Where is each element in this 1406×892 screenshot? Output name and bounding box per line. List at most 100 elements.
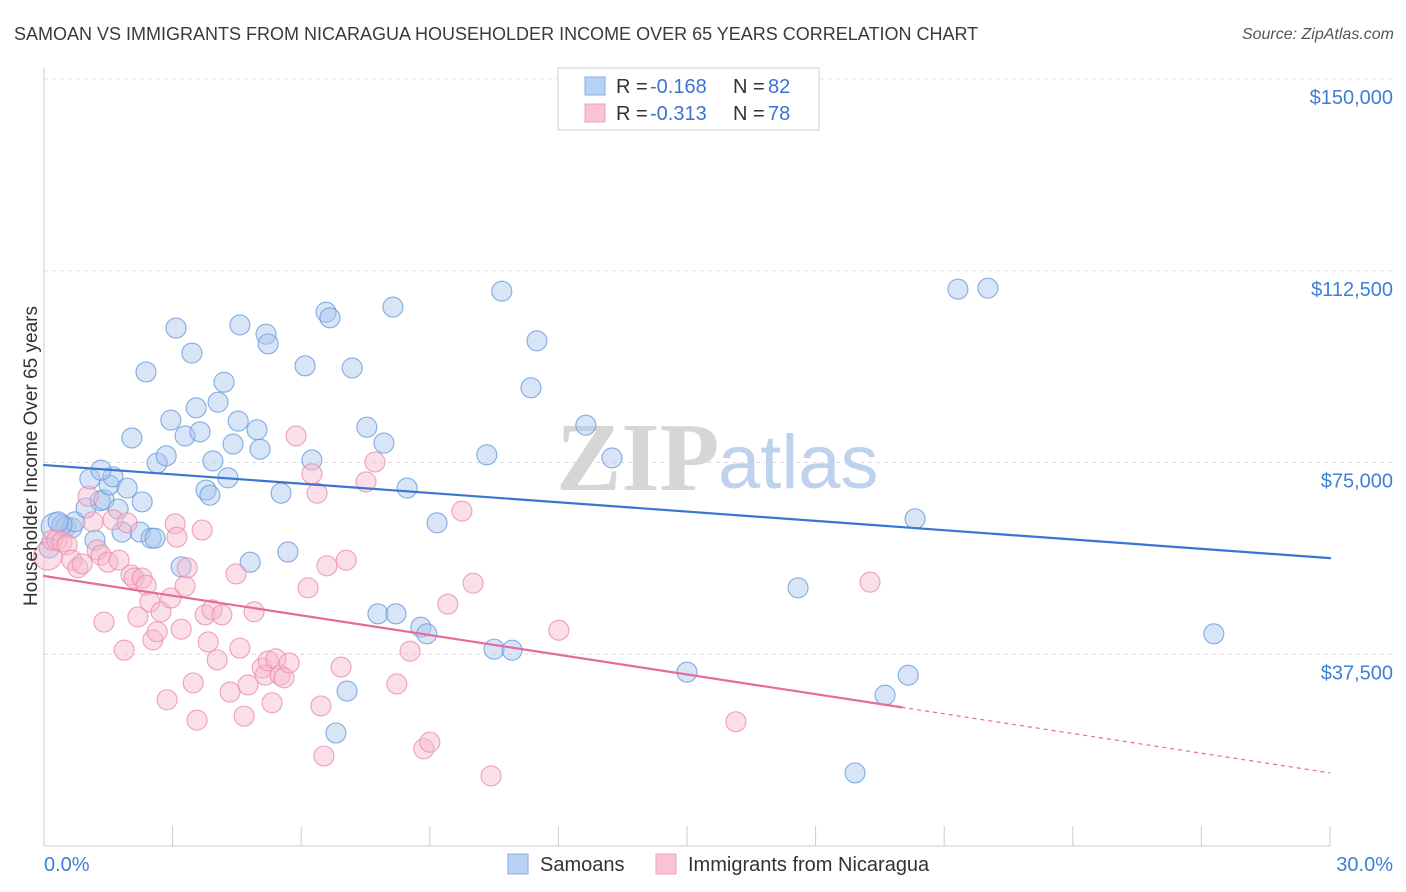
- samoans-point: [977, 277, 999, 299]
- samoans-point: [382, 296, 404, 318]
- nicaragua-point: [211, 604, 233, 626]
- nicaragua-point: [437, 593, 459, 615]
- samoans-n-label: N =: [733, 76, 765, 98]
- samoans-point: [222, 433, 244, 455]
- nicaragua-r-value: -0.313: [650, 103, 707, 125]
- nicaragua-point: [265, 648, 287, 670]
- samoans-point: [257, 333, 279, 355]
- samoans-point: [202, 450, 224, 472]
- nicaragua-point: [462, 572, 484, 594]
- samoans-point: [676, 661, 698, 683]
- samoans-point: [102, 466, 124, 488]
- samoans-point: [373, 432, 395, 454]
- nicaragua-point: [225, 563, 247, 585]
- nicaragua-point: [237, 674, 259, 696]
- samoans-series-swatch: [507, 853, 529, 875]
- samoans-point: [601, 447, 623, 469]
- nicaragua-point: [166, 526, 188, 548]
- nicaragua-point: [156, 689, 178, 711]
- samoans-point: [325, 722, 347, 744]
- nicaragua-point: [386, 673, 408, 695]
- nicaragua-point: [233, 705, 255, 727]
- samoans-point: [526, 330, 548, 352]
- samoans-r-label: R =: [616, 76, 648, 98]
- samoans-point: [135, 361, 157, 383]
- samoans-r-value: -0.168: [650, 76, 707, 98]
- samoans-point: [121, 427, 143, 449]
- nicaragua-point: [197, 631, 219, 653]
- nicaragua-point: [364, 451, 386, 473]
- nicaragua-point: [269, 664, 291, 686]
- samoans-point: [131, 491, 153, 513]
- samoans-point: [64, 511, 86, 533]
- nicaragua-point: [297, 577, 319, 599]
- samoans-point: [356, 416, 378, 438]
- samoans-point: [227, 410, 249, 432]
- nicaragua-point: [399, 640, 421, 662]
- samoans-point: [229, 314, 251, 336]
- nicaragua-point: [191, 519, 213, 541]
- samoans-point: [844, 762, 866, 784]
- nicaragua-point: [176, 557, 198, 579]
- nicaragua-point: [182, 672, 204, 694]
- nicaragua-point: [316, 555, 338, 577]
- y-tick-label: $37,500: [1321, 662, 1393, 684]
- samoans-point: [336, 680, 358, 702]
- samoans-point: [520, 377, 542, 399]
- nicaragua-point: [419, 731, 441, 753]
- nicaragua-point: [313, 745, 335, 767]
- samoans-point: [396, 477, 418, 499]
- nicaragua-point: [261, 692, 283, 714]
- samoans-point: [294, 355, 316, 377]
- samoans-point: [270, 482, 292, 504]
- samoans-point: [315, 301, 337, 323]
- nicaragua-point: [219, 681, 241, 703]
- samoans-point: [385, 603, 407, 625]
- nicaragua-point: [71, 553, 93, 575]
- samoans-point: [185, 397, 207, 419]
- samoans-point: [160, 409, 182, 431]
- nicaragua-series-label: Immigrants from Nicaragua: [688, 854, 930, 876]
- tick-labels: $37,500 $75,000 $112,500 $150,000 0.0% 30.0%: [44, 87, 1393, 876]
- trend-lines: [42, 463, 1332, 774]
- nicaragua-r-label: R =: [616, 103, 648, 125]
- samoans-point: [897, 664, 919, 686]
- nicaragua-point: [285, 425, 307, 447]
- series-legend: Samoans Immigrants from Nicaragua: [507, 853, 930, 876]
- nicaragua-point: [229, 637, 251, 659]
- samoans-point: [116, 477, 138, 499]
- nicaragua-point: [330, 656, 352, 678]
- nicaragua-point: [335, 549, 357, 571]
- samoans-point: [239, 551, 261, 573]
- samoans-point: [181, 342, 203, 364]
- nicaragua-point: [243, 601, 265, 623]
- nicaragua-point: [67, 557, 89, 579]
- nicaragua-point: [97, 551, 119, 573]
- samoans-point: [213, 371, 235, 393]
- samoans-point: [155, 445, 177, 467]
- axes: [43, 68, 1331, 847]
- nicaragua-point: [170, 618, 192, 640]
- chart-title: SAMOAN VS IMMIGRANTS FROM NICARAGUA HOUS…: [14, 24, 978, 44]
- stats-legend: R = -0.168 N = 82 R = -0.313 N = 78: [557, 67, 820, 131]
- samoans-legend-swatch: [584, 76, 606, 96]
- nicaragua-point: [201, 599, 223, 621]
- y-tick-label: $112,500: [1311, 279, 1393, 301]
- nicaragua-point: [206, 649, 228, 671]
- nicaragua-point: [548, 619, 570, 641]
- nicaragua-point: [93, 611, 115, 633]
- watermark-zip: ZIP: [556, 404, 719, 512]
- scatter-points: [33, 277, 1225, 787]
- nicaragua-point: [174, 575, 196, 597]
- y-axis-title: Householder Income Over 65 years: [21, 306, 42, 606]
- samoans-point: [947, 278, 969, 300]
- nicaragua-n-label: N =: [733, 103, 765, 125]
- nicaragua-trend-line: [42, 574, 903, 709]
- nicaragua-n-value: 78: [768, 103, 790, 125]
- nicaragua-point: [257, 650, 279, 672]
- nicaragua-legend-swatch: [584, 103, 606, 123]
- nicaragua-point: [451, 500, 473, 522]
- y-tick-label: $150,000: [1310, 87, 1393, 109]
